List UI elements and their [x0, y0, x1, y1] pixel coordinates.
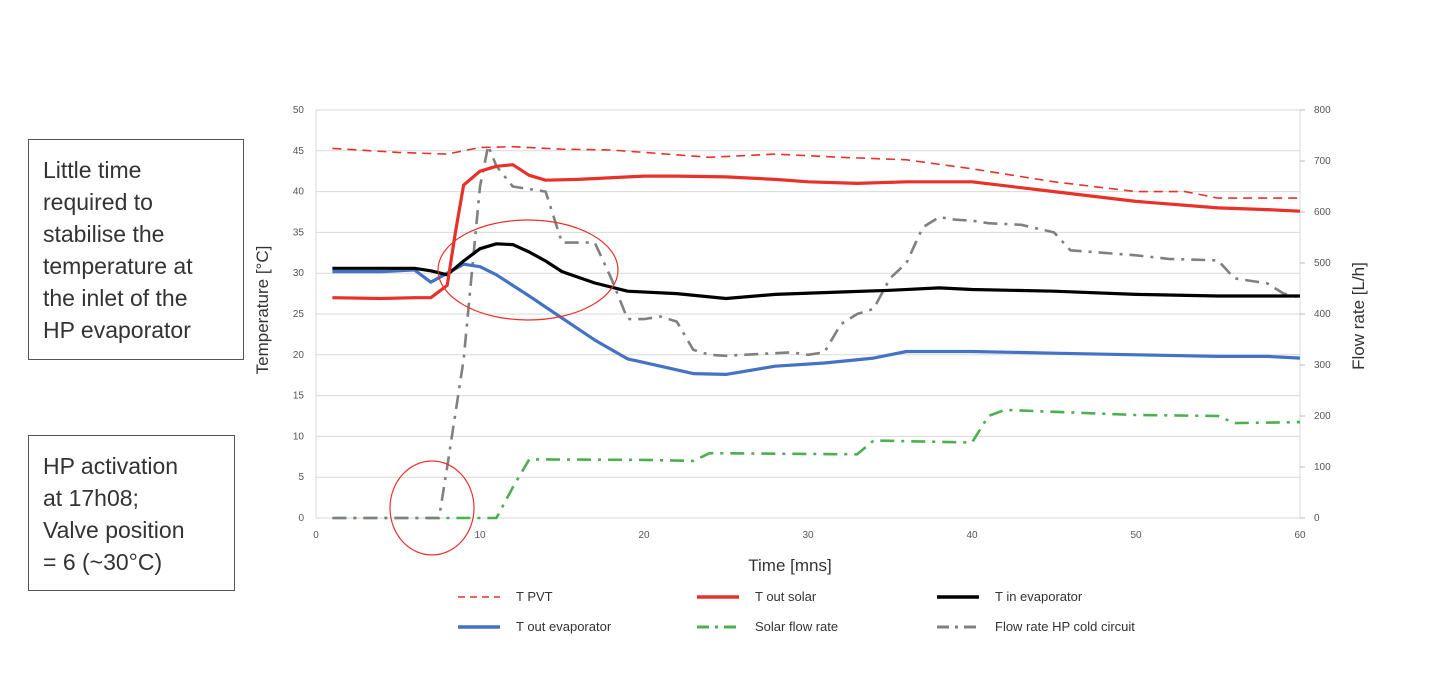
- x-tick-label: 60: [1294, 530, 1306, 541]
- y2-tick-label: 300: [1314, 360, 1331, 371]
- legend-label: T PVT: [516, 589, 553, 604]
- y2-tick-label: 100: [1314, 462, 1331, 473]
- y-tick-label: 0: [298, 513, 304, 524]
- y2-tick-label: 700: [1314, 156, 1331, 167]
- x-tick-label: 0: [313, 530, 319, 541]
- y-tick-label: 15: [293, 391, 305, 402]
- y-tick-label: 10: [293, 431, 305, 442]
- y-tick-label: 40: [293, 187, 305, 198]
- right-axis-ticks: 0 100 200 300 400 500 600 700 800: [1300, 105, 1331, 524]
- x-tick-label: 30: [802, 530, 814, 541]
- y-tick-label: 30: [293, 268, 305, 279]
- y2-tick-label: 500: [1314, 258, 1331, 269]
- y-tick-label: 45: [293, 146, 305, 157]
- stabilise-highlight-circle: [437, 219, 619, 321]
- x-tick-label: 40: [966, 530, 978, 541]
- x-tick-label: 20: [638, 530, 650, 541]
- y-tick-label: 25: [293, 309, 305, 320]
- x-tick-label: 10: [474, 530, 486, 541]
- x-tick-label: 50: [1130, 530, 1142, 541]
- x-axis-title: Time [mns]: [748, 556, 831, 575]
- series-t-out-evaporator: [332, 262, 1301, 376]
- y-tick-label: 50: [293, 105, 305, 116]
- legend-label: Solar flow rate: [755, 619, 838, 634]
- legend-label: Flow rate HP cold circuit: [995, 619, 1135, 634]
- y2-tick-label: 0: [1314, 513, 1320, 524]
- y-tick-label: 5: [298, 472, 304, 483]
- y-axis-title: Temperature [°C]: [253, 246, 272, 375]
- y2-tick-label: 400: [1314, 309, 1331, 320]
- series-t-pvt: [332, 145, 1300, 199]
- legend-label: T out solar: [755, 589, 817, 604]
- y2-tick-label: 600: [1314, 207, 1331, 218]
- y2-tick-label: 200: [1314, 411, 1331, 422]
- activation-highlight-circle: [389, 460, 475, 556]
- activation-note-box: HP activation at 17h08; Valve position =…: [28, 435, 235, 591]
- stabilise-note-box: Little time required to stabilise the te…: [28, 139, 244, 360]
- y2-axis-title: Flow rate [L/h]: [1349, 262, 1368, 370]
- series-solar-flow-rate: [332, 408, 1301, 520]
- series-flow-rate-hp-cold-circuit: [332, 144, 1301, 520]
- legend-label: T in evaporator: [995, 589, 1083, 604]
- y2-tick-label: 800: [1314, 105, 1331, 116]
- chart-legend: T PVT T out solar T in evaporator T out eva…: [458, 589, 1135, 634]
- series-t-out-solar: [332, 163, 1301, 301]
- series-t-in-evaporator: [332, 242, 1300, 301]
- chart-grid: [315, 109, 1301, 519]
- legend-label: T out evaporator: [516, 619, 612, 634]
- y-tick-label: 20: [293, 350, 305, 361]
- series-layer: [332, 144, 1301, 520]
- left-axis-ticks: 0 5 10 15 20 25 30 35 40 45 50: [293, 105, 305, 524]
- x-axis-ticks: 0 10 20 30 40 50 60: [313, 530, 1306, 541]
- y-tick-label: 35: [293, 227, 305, 238]
